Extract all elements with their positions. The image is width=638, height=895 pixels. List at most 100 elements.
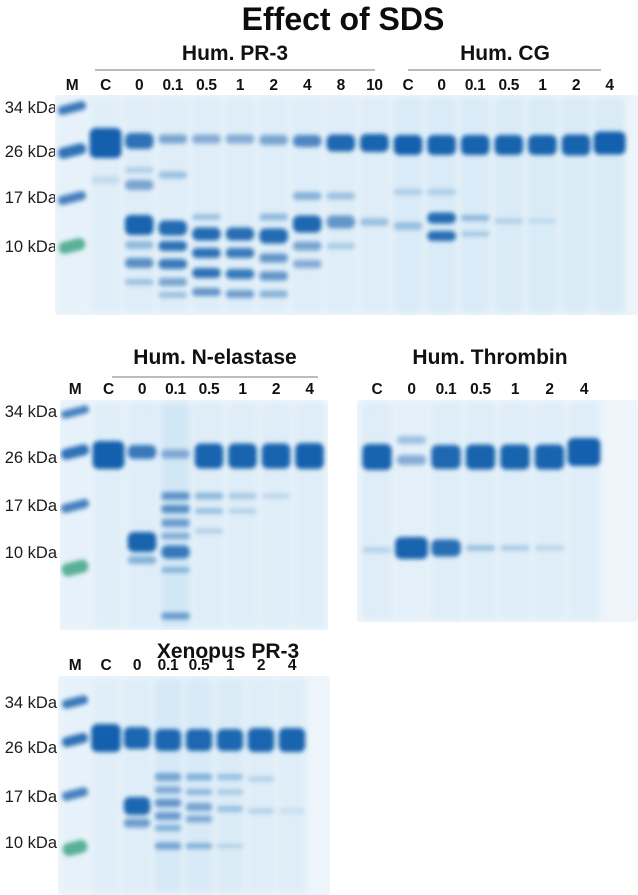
protein-band bbox=[57, 143, 87, 159]
protein-band bbox=[247, 808, 275, 814]
protein-band bbox=[185, 815, 213, 823]
protein-band bbox=[225, 134, 255, 144]
panel-header-hum-thrombin: Hum. Thrombin bbox=[412, 346, 568, 369]
gel-image-thrombin bbox=[357, 400, 638, 622]
lane-label-thrombin-5: 2 bbox=[545, 381, 554, 398]
protein-band bbox=[124, 133, 154, 149]
protein-band bbox=[326, 215, 356, 229]
protein-band bbox=[259, 271, 288, 281]
lane-label-top-pr3-cg-16: 4 bbox=[605, 77, 614, 94]
lane-label-top-pr3-cg-13: 0.5 bbox=[498, 77, 520, 94]
lane-label-n-elastase-3: 0.1 bbox=[165, 381, 186, 398]
protein-band bbox=[185, 773, 213, 781]
protein-band bbox=[62, 839, 88, 857]
protein-band bbox=[225, 248, 255, 258]
protein-band bbox=[500, 545, 530, 551]
protein-band bbox=[292, 215, 322, 233]
lane-label-top-pr3-cg-14: 1 bbox=[538, 77, 547, 94]
mw-label-middle-26kDa: 26 kDa bbox=[4, 449, 57, 467]
protein-band bbox=[161, 519, 190, 527]
protein-band bbox=[528, 219, 557, 223]
panel-underline-hum-pr3 bbox=[95, 69, 375, 71]
protein-band bbox=[154, 842, 182, 850]
protein-band bbox=[158, 259, 188, 269]
lane-label-xenopus-pr3-4: 0.5 bbox=[188, 657, 210, 674]
protein-band bbox=[427, 189, 456, 195]
protein-band bbox=[494, 218, 524, 224]
lane-label-xenopus-pr3-6: 2 bbox=[256, 657, 266, 674]
protein-band bbox=[427, 135, 456, 155]
protein-band bbox=[261, 443, 291, 469]
lane-label-xenopus-pr3-0: M bbox=[68, 657, 82, 674]
protein-band bbox=[247, 728, 275, 752]
protein-band bbox=[194, 443, 224, 469]
protein-band bbox=[123, 818, 151, 828]
mw-label-top-26kDa: 26 kDa bbox=[4, 143, 57, 161]
protein-band bbox=[228, 493, 257, 499]
protein-band bbox=[185, 803, 213, 811]
protein-band bbox=[123, 797, 151, 815]
protein-band bbox=[326, 134, 356, 152]
protein-band bbox=[194, 492, 224, 500]
lane-label-thrombin-1: 0 bbox=[407, 381, 416, 398]
protein-band bbox=[60, 444, 90, 460]
gel-image-xenopus-pr3 bbox=[58, 676, 330, 895]
mw-label-middle-34kDa: 34 kDa bbox=[4, 403, 57, 421]
protein-band bbox=[60, 499, 90, 513]
protein-band bbox=[123, 727, 151, 749]
protein-band bbox=[161, 533, 190, 539]
protein-band bbox=[278, 809, 306, 813]
protein-band bbox=[185, 843, 213, 849]
protein-band bbox=[124, 258, 154, 268]
protein-band bbox=[124, 241, 154, 249]
protein-band bbox=[194, 508, 224, 514]
protein-band bbox=[154, 786, 182, 794]
protein-band bbox=[124, 215, 154, 235]
lane-label-top-pr3-cg-6: 2 bbox=[269, 77, 278, 94]
protein-band bbox=[225, 269, 255, 279]
lane-label-n-elastase-7: 4 bbox=[305, 381, 314, 398]
mw-label-top-34kDa: 34 kDa bbox=[4, 99, 57, 117]
protein-band bbox=[259, 290, 288, 298]
protein-band bbox=[292, 192, 322, 200]
protein-band bbox=[161, 567, 190, 573]
protein-band bbox=[247, 776, 275, 782]
protein-band bbox=[192, 268, 221, 278]
protein-band bbox=[567, 438, 601, 466]
protein-band bbox=[431, 539, 461, 557]
mw-label-top-10kDa: 10 kDa bbox=[4, 238, 57, 256]
mw-label-middle-10kDa: 10 kDa bbox=[4, 544, 57, 562]
protein-band bbox=[127, 532, 157, 552]
lane-label-xenopus-pr3-3: 0.1 bbox=[157, 657, 179, 674]
lane-label-thrombin-6: 4 bbox=[579, 381, 589, 398]
protein-band bbox=[259, 213, 288, 221]
mw-label-middle-17kDa: 17 kDa bbox=[4, 497, 57, 515]
mw-label-bottom-26kDa: 26 kDa bbox=[4, 739, 57, 757]
gel-image-n-elastase bbox=[60, 400, 328, 630]
protein-band bbox=[124, 279, 154, 285]
protein-band bbox=[225, 290, 255, 298]
protein-band bbox=[192, 214, 221, 220]
protein-band bbox=[158, 220, 188, 236]
lane-label-top-pr3-cg-4: 0.5 bbox=[196, 77, 217, 94]
protein-band bbox=[216, 774, 244, 780]
protein-band bbox=[124, 167, 154, 173]
protein-band bbox=[158, 278, 188, 286]
lane-label-n-elastase-6: 2 bbox=[271, 381, 281, 398]
panel-underline-hum-n-elastase bbox=[112, 376, 318, 378]
protein-band bbox=[295, 443, 324, 469]
protein-band bbox=[528, 135, 557, 155]
panel-header-hum-pr3: Hum. PR-3 bbox=[181, 42, 289, 65]
protein-band bbox=[154, 812, 182, 820]
protein-band bbox=[158, 171, 188, 179]
protein-band bbox=[57, 191, 87, 205]
protein-band bbox=[61, 732, 89, 748]
protein-band bbox=[127, 556, 157, 564]
protein-band bbox=[427, 231, 456, 241]
protein-band bbox=[154, 729, 182, 751]
lane-label-n-elastase-4: 0.5 bbox=[198, 381, 220, 398]
mw-label-bottom-17kDa: 17 kDa bbox=[4, 788, 57, 806]
lane-label-top-pr3-cg-0: M bbox=[65, 77, 79, 94]
figure-title: Effect of SDS bbox=[241, 1, 445, 37]
